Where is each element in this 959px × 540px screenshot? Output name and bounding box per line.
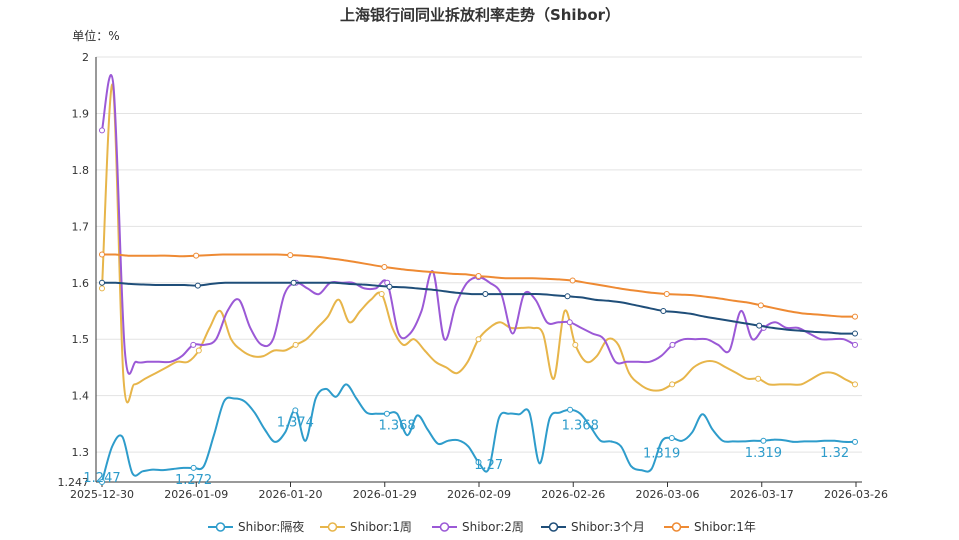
legend[interactable]: Shibor:隔夜 Shibor:1周 Shibor:2周 Shibor:3个月 Shi… (208, 519, 756, 534)
data-point (572, 341, 579, 348)
legend-label: Shibor:2周 (462, 520, 524, 534)
x-tick-label: 2026-01-09 (164, 488, 228, 501)
x-tick-label: 2026-02-09 (447, 488, 511, 501)
legend-label: Shibor:1周 (350, 520, 412, 534)
data-point (852, 313, 858, 320)
y-tick-label: 1.8 (72, 164, 90, 177)
data-point (383, 410, 390, 417)
data-label: 1.319 (643, 446, 680, 461)
data-point (195, 347, 202, 354)
data-point (756, 322, 763, 329)
legend-marker (671, 522, 682, 532)
data-point (663, 291, 670, 298)
series-line (101, 83, 856, 404)
data-point (99, 127, 105, 134)
data-point (190, 464, 197, 471)
legend-marker (215, 522, 226, 532)
data-label: 1.374 (277, 415, 314, 430)
legend-label: Shibor:隔夜 (238, 519, 304, 534)
data-point (566, 319, 573, 326)
data-point (567, 406, 574, 413)
data-point (194, 282, 201, 289)
data-point (564, 293, 571, 300)
y-axis: 1.247 1.3 1.4 1.5 1.6 1.7 1.8 1.9 2 (58, 51, 97, 489)
data-point (757, 302, 764, 309)
data-point (760, 437, 767, 444)
data-point (852, 438, 858, 445)
data-point (475, 336, 482, 343)
data-point (569, 277, 576, 284)
series-line (101, 74, 856, 375)
legend-item[interactable]: Shibor:3个月 (541, 520, 645, 534)
y-tick-label: 1.4 (72, 390, 90, 403)
data-point (755, 375, 762, 382)
x-tick-label: 2026-03-17 (730, 488, 794, 501)
y-tick-label: 2 (82, 51, 89, 64)
data-label: 1.368 (378, 419, 415, 434)
x-tick-label: 2026-03-26 (824, 488, 888, 501)
legend-item[interactable]: Shibor:1年 (664, 520, 756, 534)
data-point (482, 291, 489, 298)
y-tick-label: 1.6 (72, 277, 90, 290)
data-point (292, 341, 299, 348)
data-point (669, 381, 676, 388)
data-point (475, 459, 482, 466)
x-tick-label: 2026-01-20 (259, 488, 323, 501)
data-label: 1.368 (562, 419, 599, 434)
y-tick-label: 1.7 (72, 220, 90, 233)
data-point (99, 285, 105, 292)
legend-marker (327, 522, 338, 532)
y-tick-label: 1.247 (58, 476, 90, 489)
x-tick-label: 2026-02-26 (541, 488, 605, 501)
legend-label: Shibor:3个月 (571, 520, 645, 534)
data-label: 1.27 (474, 458, 503, 473)
legend-item[interactable]: Shibor:1周 (320, 520, 412, 534)
data-point (669, 341, 676, 348)
data-point (852, 341, 858, 348)
x-axis: 2025-12-30 2026-01-09 2026-01-20 2026-01-29… (70, 481, 888, 501)
data-point (193, 252, 200, 259)
data-label: 1.247 (83, 471, 120, 486)
data-point (378, 291, 385, 298)
data-point (190, 341, 197, 348)
series-line (101, 281, 856, 335)
data-point (668, 434, 675, 441)
data-point (660, 307, 667, 314)
series-line (101, 253, 856, 318)
data-label: 1.272 (175, 473, 212, 488)
legend-marker (548, 522, 559, 532)
x-tick-label: 2026-01-29 (353, 488, 417, 501)
series-lines (99, 74, 858, 485)
unit-label: 单位：% (72, 28, 119, 43)
data-point (287, 252, 294, 259)
x-tick-label: 2025-12-30 (70, 488, 134, 501)
data-label: 1.319 (745, 446, 782, 461)
data-point (290, 279, 297, 286)
legend-label: Shibor:1年 (694, 520, 756, 534)
data-point (292, 407, 299, 414)
data-point (99, 251, 105, 258)
data-point (852, 330, 858, 337)
chart-title: 上海银行间同业拆放利率走势（Shibor） (340, 6, 620, 24)
x-tick-label: 2026-03-06 (636, 488, 700, 501)
y-tick-label: 1.3 (72, 446, 90, 459)
legend-item[interactable]: Shibor:2周 (432, 520, 524, 534)
data-labels: 1.247 1.272 1.374 1.368 1.27 1.368 1.319 1.319 1… (83, 415, 849, 488)
data-label: 1.32 (820, 446, 849, 461)
data-point (381, 263, 388, 270)
legend-marker (439, 522, 450, 532)
data-point (852, 381, 858, 388)
y-tick-label: 1.9 (72, 107, 90, 120)
y-tick-label: 1.5 (72, 333, 90, 346)
data-point (99, 479, 105, 485)
data-point (99, 279, 105, 286)
data-point (475, 272, 482, 279)
data-point (386, 283, 393, 290)
legend-item[interactable]: Shibor:隔夜 (208, 519, 304, 534)
